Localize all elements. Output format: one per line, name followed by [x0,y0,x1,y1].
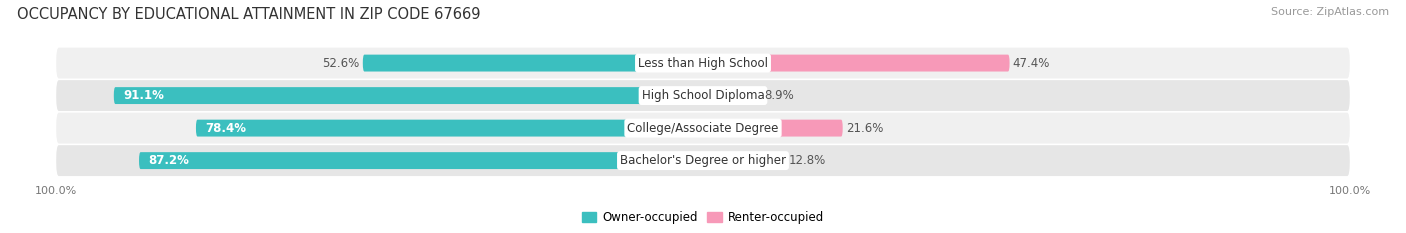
Text: 47.4%: 47.4% [1012,57,1050,70]
FancyBboxPatch shape [114,87,703,104]
Text: Bachelor's Degree or higher: Bachelor's Degree or higher [620,154,786,167]
FancyBboxPatch shape [139,152,703,169]
Text: 87.2%: 87.2% [149,154,190,167]
FancyBboxPatch shape [195,120,703,137]
FancyBboxPatch shape [56,145,1350,176]
FancyBboxPatch shape [56,48,1350,79]
FancyBboxPatch shape [703,120,842,137]
Text: College/Associate Degree: College/Associate Degree [627,122,779,135]
Text: 21.6%: 21.6% [846,122,883,135]
Text: 91.1%: 91.1% [124,89,165,102]
Text: 8.9%: 8.9% [763,89,793,102]
FancyBboxPatch shape [56,113,1350,144]
FancyBboxPatch shape [703,87,761,104]
Text: 78.4%: 78.4% [205,122,246,135]
Text: 12.8%: 12.8% [789,154,827,167]
Text: 52.6%: 52.6% [322,57,360,70]
Text: Source: ZipAtlas.com: Source: ZipAtlas.com [1271,7,1389,17]
FancyBboxPatch shape [56,80,1350,111]
FancyBboxPatch shape [363,55,703,72]
Legend: Owner-occupied, Renter-occupied: Owner-occupied, Renter-occupied [578,206,828,229]
Text: OCCUPANCY BY EDUCATIONAL ATTAINMENT IN ZIP CODE 67669: OCCUPANCY BY EDUCATIONAL ATTAINMENT IN Z… [17,7,481,22]
Text: High School Diploma: High School Diploma [641,89,765,102]
FancyBboxPatch shape [703,152,786,169]
Text: Less than High School: Less than High School [638,57,768,70]
FancyBboxPatch shape [703,55,1010,72]
